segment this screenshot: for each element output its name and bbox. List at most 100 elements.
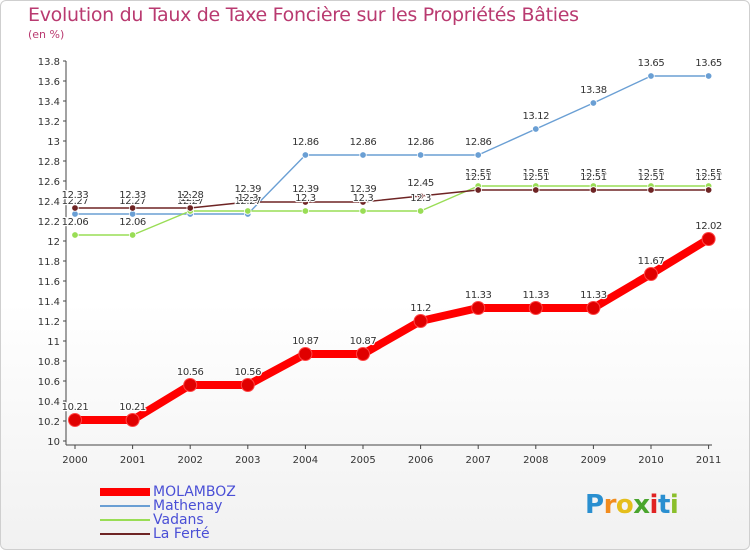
data-label: 10.21	[119, 402, 146, 413]
data-label: 12.27	[234, 196, 261, 207]
data-label: 12.33	[62, 190, 89, 201]
series-line-mathenay	[74, 75, 710, 215]
data-label-halo: 12.86	[407, 137, 434, 148]
legend: MOLAMBOZ Mathenay Vadans La Ferté	[100, 485, 236, 541]
data-label-halo: 12.45	[407, 178, 434, 189]
data-label-halo: 13.12	[522, 111, 549, 122]
y-tick-label: 13.6	[38, 77, 60, 88]
data-point	[474, 186, 482, 194]
data-label-halo: 12.55	[638, 168, 665, 179]
data-label: 12.27	[177, 196, 204, 207]
data-label-halo: 11.67	[638, 256, 665, 267]
y-tick-label: 12.2	[38, 217, 60, 228]
y-tick-label: 11.2	[38, 317, 60, 328]
data-label: 12.33	[119, 190, 146, 201]
data-label-halo: 10.87	[350, 336, 377, 347]
data-label-halo: 12.55	[580, 168, 607, 179]
data-label-halo: 12.3	[410, 193, 431, 204]
y-tick-label: 12.6	[38, 177, 60, 188]
y-tick-label: 12	[47, 237, 60, 248]
data-point	[416, 192, 425, 200]
logo-letter: x	[633, 490, 650, 520]
data-point	[532, 125, 540, 133]
data-label: 10.87	[350, 336, 377, 347]
line-chart: 1010.210.410.610.81111.211.411.611.81212…	[38, 57, 724, 466]
data-label-halo: 12.33	[119, 190, 146, 201]
data-label-halo: 11.33	[580, 290, 607, 301]
y-tick-label: 11	[47, 337, 60, 348]
data-label: 12.55	[638, 168, 665, 179]
data-label: 12.3	[353, 193, 374, 204]
data-label: 12.39	[350, 184, 377, 195]
data-point	[528, 301, 543, 315]
logo-letter: i	[649, 490, 659, 520]
data-label: 12.27	[119, 196, 146, 207]
data-point	[356, 347, 370, 361]
proxiti-logo: Proxiti	[585, 490, 679, 520]
data-point	[71, 204, 79, 212]
data-label: 13.12	[522, 111, 549, 122]
data-label: 12.51	[695, 172, 722, 183]
data-label: 12.06	[119, 217, 146, 228]
data-label-halo: 11.33	[522, 290, 549, 301]
data-label-halo: 10.56	[234, 367, 261, 378]
data-label: 12.51	[522, 172, 549, 183]
logo-letter: P	[585, 490, 604, 520]
data-label: 11.67	[638, 256, 665, 267]
data-label: 12.3	[237, 193, 258, 204]
data-label: 11.2	[410, 303, 431, 314]
data-point	[471, 301, 486, 315]
series-line-molamboz	[71, 235, 713, 424]
x-tick-label: 2007	[465, 455, 490, 466]
data-label-halo: 13.65	[638, 58, 665, 69]
data-label: 12.3	[180, 193, 201, 204]
y-tick-label: 10.2	[38, 417, 60, 428]
data-point	[589, 186, 598, 194]
data-label: 13.38	[580, 85, 607, 96]
legend-swatch	[100, 519, 150, 521]
data-label-halo: 12.3	[237, 193, 258, 204]
data-label: 12.39	[292, 184, 319, 195]
y-tick-label: 12.8	[38, 157, 60, 168]
data-label: 12.55	[465, 168, 492, 179]
series-line-la-fert-	[74, 189, 710, 209]
data-label: 12.39	[234, 184, 261, 195]
y-tick-label: 13.8	[38, 57, 60, 68]
data-label-halo: 10.21	[62, 402, 89, 413]
y-tick-label: 10	[47, 437, 60, 448]
data-point	[298, 347, 313, 361]
data-label: 12.55	[580, 168, 607, 179]
data-point	[586, 301, 601, 315]
data-label: 12.55	[522, 168, 549, 179]
y-tick-label: 10.4	[38, 397, 60, 408]
legend-swatch	[100, 488, 150, 496]
data-label-halo: 12.06	[119, 217, 146, 228]
x-tick-label: 2009	[581, 455, 606, 466]
y-tick-label: 12.4	[38, 197, 60, 208]
data-point	[359, 151, 367, 159]
data-label-halo: 12.86	[292, 137, 319, 148]
data-label: 11.33	[580, 290, 607, 301]
legend-label: MOLAMBOZ	[153, 484, 236, 500]
data-label: 11.33	[465, 290, 492, 301]
x-tick-label: 2002	[177, 455, 202, 466]
legend-item: Vadans	[100, 513, 236, 527]
legend-item: Mathenay	[100, 499, 236, 513]
data-point	[71, 231, 79, 239]
logo-letter: i	[669, 490, 679, 520]
data-label: 13.65	[695, 58, 722, 69]
data-label-halo: 12.27	[62, 196, 89, 207]
data-label-halo: 13.38	[580, 85, 607, 96]
data-point	[301, 207, 310, 215]
data-point	[301, 198, 310, 206]
data-point	[244, 207, 252, 215]
y-tick-label: 11.8	[38, 257, 60, 268]
legend-item: MOLAMBOZ	[100, 485, 236, 499]
data-label: 10.87	[292, 336, 319, 347]
data-label: 12.28	[177, 190, 204, 201]
data-point	[532, 186, 540, 194]
data-label-halo: 12.39	[350, 184, 377, 195]
data-label: 12.27	[62, 196, 89, 207]
data-label: 12.02	[695, 221, 722, 232]
data-point	[416, 207, 425, 215]
